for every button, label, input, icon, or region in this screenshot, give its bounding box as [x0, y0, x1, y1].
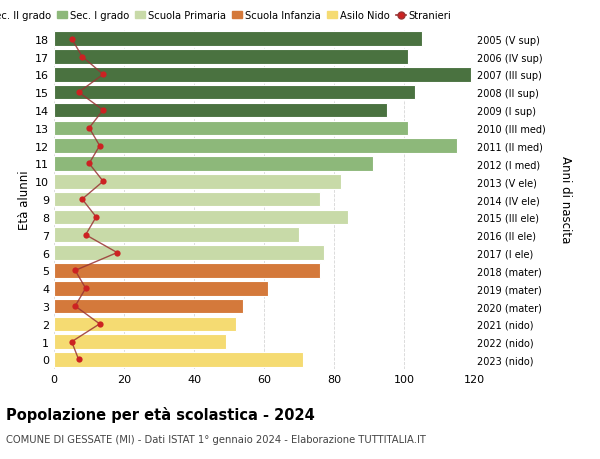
Bar: [54, 192, 320, 207]
Legend: Sec. II grado, Sec. I grado, Scuola Primaria, Scuola Infanzia, Asilo Nido, Stran: Sec. II grado, Sec. I grado, Scuola Prim…: [0, 11, 451, 22]
Bar: [54, 174, 341, 189]
Text: COMUNE DI GESSATE (MI) - Dati ISTAT 1° gennaio 2024 - Elaborazione TUTTITALIA.IT: COMUNE DI GESSATE (MI) - Dati ISTAT 1° g…: [6, 434, 426, 444]
Text: Popolazione per età scolastica - 2024: Popolazione per età scolastica - 2024: [6, 406, 315, 422]
Bar: [54, 68, 470, 83]
Bar: [54, 157, 373, 171]
Y-axis label: Età alunni: Età alunni: [18, 170, 31, 230]
Bar: [54, 50, 407, 65]
Bar: [54, 353, 302, 367]
Bar: [54, 228, 299, 242]
Bar: [54, 317, 236, 331]
Bar: [54, 335, 226, 349]
Bar: [54, 210, 348, 225]
Bar: [54, 263, 320, 278]
Y-axis label: Anni di nascita: Anni di nascita: [559, 156, 572, 243]
Bar: [54, 86, 415, 100]
Bar: [54, 246, 323, 260]
Bar: [54, 103, 386, 118]
Bar: [54, 121, 407, 136]
Bar: [54, 32, 422, 47]
Bar: [54, 139, 457, 154]
Bar: [54, 281, 268, 296]
Bar: [54, 299, 243, 313]
